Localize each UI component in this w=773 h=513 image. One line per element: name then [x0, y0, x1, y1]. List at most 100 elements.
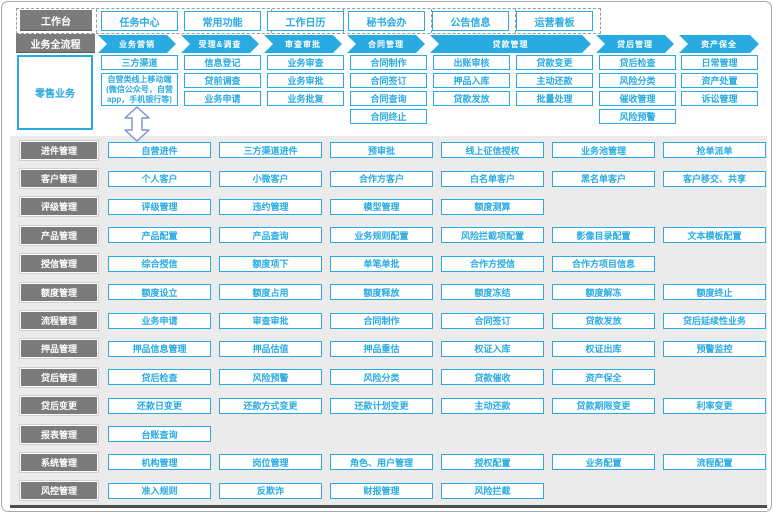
module-function-button[interactable]: 预警监控: [663, 341, 766, 357]
retail-function-button[interactable]: 合同查询: [350, 91, 427, 106]
module-function-button[interactable]: 合作方授信: [441, 256, 544, 272]
workbench-button[interactable]: 工作日历: [267, 11, 344, 31]
module-function-button[interactable]: 模型管理: [330, 199, 433, 215]
module-function-button[interactable]: 额度项下: [219, 256, 322, 272]
retail-function-button[interactable]: 业务审批: [267, 73, 344, 88]
retail-function-button[interactable]: 贷款变更: [516, 55, 593, 70]
retail-function-button[interactable]: 业务审查: [267, 55, 344, 70]
retail-function-button[interactable]: 业务申请: [184, 91, 261, 106]
module-function-button[interactable]: 贷后延续性业务: [663, 313, 766, 329]
module-function-button[interactable]: 风险分类: [330, 369, 433, 385]
module-function-button[interactable]: 文本模板配置: [663, 227, 766, 243]
flow-stage-arrow[interactable]: 贷后管理: [596, 35, 674, 53]
module-function-button[interactable]: 主动还款: [441, 398, 544, 414]
module-function-button[interactable]: 产品配置: [108, 227, 211, 243]
module-function-button[interactable]: 风险拦截: [441, 483, 544, 499]
workbench-button[interactable]: 常用功能: [184, 11, 261, 31]
module-function-button[interactable]: 贷款发放: [552, 313, 655, 329]
module-function-button[interactable]: 业务配置: [552, 454, 655, 470]
retail-function-button[interactable]: 合同签订: [350, 73, 427, 88]
retail-function-button[interactable]: 日常管理: [681, 55, 758, 70]
module-function-button[interactable]: 权证出库: [552, 341, 655, 357]
module-function-button[interactable]: 贷后检查: [108, 369, 211, 385]
module-function-button[interactable]: 额度终止: [663, 284, 766, 300]
module-function-button[interactable]: 额度释放: [330, 284, 433, 300]
module-function-button[interactable]: 还款方式变更: [219, 398, 322, 414]
retail-function-button[interactable]: 批量处理: [516, 91, 593, 106]
module-function-button[interactable]: 业务池管理: [552, 142, 655, 158]
module-function-button[interactable]: 影像目录配置: [552, 227, 655, 243]
module-function-button[interactable]: 资产保全: [552, 369, 655, 385]
module-function-button[interactable]: 白名单客户: [441, 171, 544, 187]
retail-function-button[interactable]: 合同终止: [350, 109, 427, 124]
module-function-button[interactable]: 贷款催收: [441, 369, 544, 385]
module-function-button[interactable]: 权证入库: [441, 341, 544, 357]
module-function-button[interactable]: 额度设立: [108, 284, 211, 300]
module-function-button[interactable]: 押品信息管理: [108, 341, 211, 357]
retail-function-button[interactable]: 催收管理: [599, 91, 676, 106]
module-function-button[interactable]: 押品估值: [219, 341, 322, 357]
module-function-button[interactable]: 押品重估: [330, 341, 433, 357]
flow-stage-arrow[interactable]: 审查审批: [264, 35, 342, 53]
module-function-button[interactable]: 反欺诈: [219, 483, 322, 499]
module-function-button[interactable]: 产品查询: [219, 227, 322, 243]
module-function-button[interactable]: 财报管理: [330, 483, 433, 499]
workbench-button[interactable]: 任务中心: [101, 11, 178, 31]
module-function-button[interactable]: 额度冻结: [441, 284, 544, 300]
module-function-button[interactable]: 合作方项目信息: [552, 256, 655, 272]
retail-function-button[interactable]: 出账审核: [433, 55, 510, 70]
workbench-button[interactable]: 公告信息: [432, 11, 509, 31]
retail-function-button[interactable]: 主动还款: [516, 73, 593, 88]
retail-function-button[interactable]: 业务批复: [267, 91, 344, 106]
module-function-button[interactable]: 利率变更: [663, 398, 766, 414]
module-function-button[interactable]: 抢单派单: [663, 142, 766, 158]
module-function-button[interactable]: 单笔单批: [330, 256, 433, 272]
retail-function-button[interactable]: 贷款发放: [433, 91, 510, 106]
module-function-button[interactable]: 额度占用: [219, 284, 322, 300]
module-function-button[interactable]: 机构管理: [108, 454, 211, 470]
flow-stage-arrow[interactable]: 合同管理: [347, 35, 425, 53]
module-function-button[interactable]: 贷款期限变更: [552, 398, 655, 414]
flow-stage-arrow[interactable]: 业务营销: [98, 35, 176, 53]
module-function-button[interactable]: 评级管理: [108, 199, 211, 215]
module-function-button[interactable]: 额度测算: [441, 199, 544, 215]
module-function-button[interactable]: 综合授信: [108, 256, 211, 272]
retail-function-button[interactable]: 三方渠道: [101, 55, 178, 70]
module-function-button[interactable]: 风险拦截项配置: [441, 227, 544, 243]
retail-function-button[interactable]: 风险分类: [599, 73, 676, 88]
module-function-button[interactable]: 流程配置: [663, 454, 766, 470]
module-function-button[interactable]: 准入规则: [108, 483, 211, 499]
retail-function-button[interactable]: 风险预警: [599, 109, 676, 124]
module-function-button[interactable]: 小微客户: [219, 171, 322, 187]
module-function-button[interactable]: 角色、用户管理: [330, 454, 433, 470]
module-function-button[interactable]: 预审批: [330, 142, 433, 158]
module-function-button[interactable]: 台账查询: [108, 426, 211, 442]
module-function-button[interactable]: 个人客户: [108, 171, 211, 187]
module-function-button[interactable]: 合同制作: [330, 313, 433, 329]
retail-function-button[interactable]: 诉讼管理: [681, 91, 758, 106]
module-function-button[interactable]: 岗位管理: [219, 454, 322, 470]
workbench-button[interactable]: 运营看板: [516, 11, 593, 31]
retail-function-button[interactable]: 资产处置: [681, 73, 758, 88]
module-function-button[interactable]: 授权配置: [441, 454, 544, 470]
module-function-button[interactable]: 业务申请: [108, 313, 211, 329]
module-function-button[interactable]: 违约管理: [219, 199, 322, 215]
retail-function-button[interactable]: 合同制作: [350, 55, 427, 70]
retail-function-button[interactable]: 押品入库: [433, 73, 510, 88]
retail-function-button[interactable]: 自营类线上移动端(微信公众号，自营app，手机银行等): [101, 73, 178, 106]
flow-stage-arrow[interactable]: 受理&调查: [181, 35, 259, 53]
module-function-button[interactable]: 还款日变更: [108, 398, 211, 414]
module-function-button[interactable]: 客户移交、共享: [663, 171, 766, 187]
module-function-button[interactable]: 自营进件: [108, 142, 211, 158]
module-function-button[interactable]: 合同签订: [441, 313, 544, 329]
module-function-button[interactable]: 额度解冻: [552, 284, 655, 300]
module-function-button[interactable]: 合作方客户: [330, 171, 433, 187]
module-function-button[interactable]: 风险预警: [219, 369, 322, 385]
module-function-button[interactable]: 业务规则配置: [330, 227, 433, 243]
module-function-button[interactable]: 三方渠道进件: [219, 142, 322, 158]
module-function-button[interactable]: 还款计划变更: [330, 398, 433, 414]
flow-stage-arrow[interactable]: 资产保全: [679, 35, 759, 53]
retail-function-button[interactable]: 贷后检查: [599, 55, 676, 70]
workbench-button[interactable]: 秘书会办: [348, 11, 425, 31]
flow-stage-arrow[interactable]: 贷款管理: [430, 35, 591, 53]
